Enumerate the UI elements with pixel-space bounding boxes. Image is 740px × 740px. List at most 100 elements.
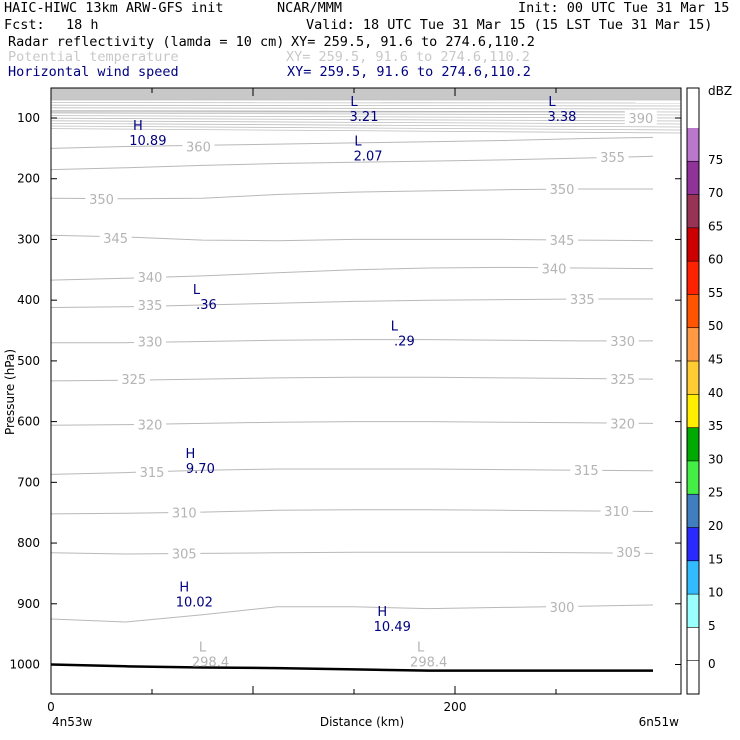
colorbar-label: 0 xyxy=(708,657,716,671)
colorbar-band xyxy=(687,361,699,395)
y-tick-label: 200 xyxy=(17,172,40,186)
colorbar-band xyxy=(687,594,699,628)
theta-label-bg xyxy=(133,334,166,349)
theta-label-bg xyxy=(546,182,579,197)
theta-label-bg xyxy=(570,463,603,478)
theta-label-bg xyxy=(133,270,166,285)
colorbar-label: 20 xyxy=(708,519,723,533)
init-time: Init: 00 UTC Tue 31 Mar 15 xyxy=(518,0,730,16)
organization-label: NCAR/MMM xyxy=(277,0,343,16)
theta-label-bg xyxy=(546,233,579,248)
theta-label-345: 345 xyxy=(103,232,128,247)
upper-band-line xyxy=(50,128,682,134)
colorbar-label: 30 xyxy=(708,452,723,466)
colorbar-band xyxy=(687,394,699,428)
theta-label-355: 355 xyxy=(600,151,625,166)
plot-frame xyxy=(50,87,682,695)
colorbar-label: 55 xyxy=(708,286,723,300)
upper-band-line xyxy=(50,104,682,107)
wind-extremum-value: 3.38 xyxy=(547,110,576,125)
colorbar-band xyxy=(687,460,699,495)
wind-extremum-value: 10.02 xyxy=(176,596,213,611)
y-tick-label: 700 xyxy=(17,475,40,489)
terrain-line xyxy=(50,663,653,672)
x-tick-label: 200 xyxy=(444,700,467,714)
terrain-surface xyxy=(50,663,653,672)
field-theta-label: Potential temperature xyxy=(8,49,179,65)
upper-contour-band xyxy=(50,88,682,134)
y-tick-label: 600 xyxy=(17,415,40,429)
theta-extremum-letter: L xyxy=(199,640,207,655)
wind-extremum-value: 10.89 xyxy=(129,134,166,149)
theta-extremum-letter: L xyxy=(417,640,425,655)
theta-label-335: 335 xyxy=(138,299,163,314)
theta-label-345: 345 xyxy=(550,234,575,249)
theta-label-310: 310 xyxy=(604,505,629,520)
theta-label-325: 325 xyxy=(121,373,146,388)
wind-extremum-letter: H xyxy=(377,605,387,620)
theta-label-bg xyxy=(136,465,168,480)
theta-label-350: 350 xyxy=(550,183,575,198)
theta-label-bg xyxy=(546,599,579,614)
theta-contour-360 xyxy=(50,136,654,149)
colorbar-band xyxy=(687,227,699,262)
theta-label-350: 350 xyxy=(89,193,114,208)
theta-label-bg xyxy=(624,111,657,125)
colorbar-band xyxy=(687,660,699,694)
theta-label-315: 315 xyxy=(140,466,165,481)
theta-contour-325 xyxy=(50,376,654,382)
colorbar-band xyxy=(687,194,699,228)
upper-band-fill xyxy=(51,88,681,100)
x-right-endpoint: 6n51w xyxy=(639,715,680,729)
forecast-label: Fcst: xyxy=(4,17,45,33)
colorbar-label: 5 xyxy=(708,619,716,633)
theta-extremum-value: 298.4 xyxy=(192,655,229,670)
theta-label-bg xyxy=(168,546,201,561)
colorbar-band xyxy=(687,161,699,195)
wind-extremum-value: .36 xyxy=(196,298,217,313)
colorbar-band xyxy=(687,327,699,362)
theta-label-bg xyxy=(596,149,629,164)
y-tick-label: 400 xyxy=(17,293,40,307)
theta-label-340: 340 xyxy=(138,271,163,286)
theta-label-330: 330 xyxy=(138,335,163,350)
theta-label-bg xyxy=(99,231,132,246)
upper-band-line xyxy=(50,123,682,128)
colorbar-band xyxy=(687,127,699,162)
wind-extrema: H10.89L3.21L3.38L2.07L.36L.29H9.70H10.02… xyxy=(129,95,576,635)
colorbar-band xyxy=(687,427,699,461)
theta-label-320: 320 xyxy=(610,417,635,432)
x-tick-label: 0 xyxy=(47,700,55,714)
colorbar-band xyxy=(687,261,699,295)
theta-contour-355 xyxy=(50,155,654,171)
y-axis-label: Pressure (hPa) xyxy=(3,349,17,435)
theta-label-335: 335 xyxy=(570,293,595,308)
y-axis: 100 200 300 400 500 600 700 800 900 1000 xyxy=(9,111,681,672)
wind-extremum-letter: L xyxy=(354,134,362,149)
wind-extremum-value: 2.07 xyxy=(354,149,383,164)
theta-label-325: 325 xyxy=(610,373,635,388)
theta-label-330: 330 xyxy=(610,335,635,350)
upper-band-line xyxy=(50,120,682,125)
theta-label-bg xyxy=(600,503,633,518)
colorbar-label: 70 xyxy=(708,186,723,200)
colorbar-label: 75 xyxy=(708,153,723,167)
theta-label-bg xyxy=(133,298,166,313)
theta-label-305: 305 xyxy=(172,547,197,562)
upper-band-line xyxy=(50,115,682,119)
colorbar-label: 25 xyxy=(708,486,723,500)
theta-label-bg xyxy=(182,139,215,154)
field-wind-label: Horizontal wind speed xyxy=(8,64,179,80)
y-tick-label: 1000 xyxy=(9,658,40,672)
model-title: HAIC-HIWC 13km ARW-GFS init xyxy=(4,0,224,16)
theta-label-bg xyxy=(85,191,118,206)
y-tick-label: 900 xyxy=(17,597,40,611)
theta-label-315: 315 xyxy=(574,464,599,479)
colorbar-label: 40 xyxy=(708,386,723,400)
wind-extremum-letter: L xyxy=(193,283,201,298)
theta-contour-305 xyxy=(50,551,654,555)
colorbar-band xyxy=(687,560,699,595)
colorbar-label: 10 xyxy=(708,586,723,600)
wind-extremum-letter: L xyxy=(391,320,399,335)
